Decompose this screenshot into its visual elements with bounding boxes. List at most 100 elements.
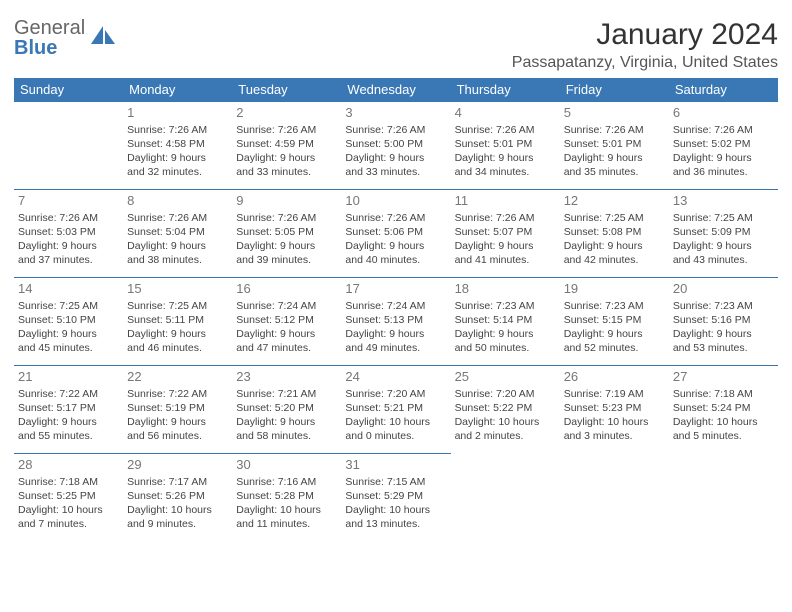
day-detail: and 47 minutes. [236,341,337,355]
sail-icon [89,24,117,53]
day-detail: and 50 minutes. [455,341,556,355]
day-detail: Daylight: 10 hours [345,503,446,517]
day-detail: Daylight: 9 hours [236,151,337,165]
day-detail: Sunrise: 7:25 AM [127,299,228,313]
day-detail: Sunset: 5:20 PM [236,401,337,415]
day-detail: Daylight: 10 hours [18,503,119,517]
day-cell: 14Sunrise: 7:25 AMSunset: 5:10 PMDayligh… [14,278,123,366]
day-detail: Sunrise: 7:26 AM [127,123,228,137]
day-cell: 31Sunrise: 7:15 AMSunset: 5:29 PMDayligh… [341,454,450,542]
day-detail: Daylight: 9 hours [18,415,119,429]
week-row: 21Sunrise: 7:22 AMSunset: 5:17 PMDayligh… [14,366,778,454]
calendar-table: SundayMondayTuesdayWednesdayThursdayFrid… [14,78,778,542]
day-detail: Daylight: 10 hours [127,503,228,517]
day-detail: Daylight: 9 hours [673,239,774,253]
day-number: 25 [455,368,556,386]
day-number: 28 [18,456,119,474]
day-cell [669,454,778,542]
day-detail: Sunset: 5:10 PM [18,313,119,327]
title-block: January 2024 Passapatanzy, Virginia, Uni… [512,18,778,72]
day-header: Saturday [669,78,778,102]
day-detail: and 45 minutes. [18,341,119,355]
day-cell: 8Sunrise: 7:26 AMSunset: 5:04 PMDaylight… [123,190,232,278]
day-cell: 25Sunrise: 7:20 AMSunset: 5:22 PMDayligh… [451,366,560,454]
day-cell: 6Sunrise: 7:26 AMSunset: 5:02 PMDaylight… [669,102,778,190]
day-detail: Sunset: 5:22 PM [455,401,556,415]
day-detail: Sunset: 5:25 PM [18,489,119,503]
day-detail: Daylight: 9 hours [127,415,228,429]
day-header: Wednesday [341,78,450,102]
day-number: 18 [455,280,556,298]
day-detail: Daylight: 9 hours [236,239,337,253]
day-cell: 18Sunrise: 7:23 AMSunset: 5:14 PMDayligh… [451,278,560,366]
day-header-row: SundayMondayTuesdayWednesdayThursdayFrid… [14,78,778,102]
day-number: 27 [673,368,774,386]
day-number: 5 [564,104,665,122]
day-number: 16 [236,280,337,298]
day-number: 26 [564,368,665,386]
day-detail: Sunset: 5:00 PM [345,137,446,151]
day-cell: 7Sunrise: 7:26 AMSunset: 5:03 PMDaylight… [14,190,123,278]
day-detail: Daylight: 9 hours [455,151,556,165]
day-number: 1 [127,104,228,122]
day-detail: and 42 minutes. [564,253,665,267]
day-header: Friday [560,78,669,102]
day-cell: 20Sunrise: 7:23 AMSunset: 5:16 PMDayligh… [669,278,778,366]
day-number: 2 [236,104,337,122]
day-cell [560,454,669,542]
day-header: Tuesday [232,78,341,102]
day-detail: and 52 minutes. [564,341,665,355]
day-detail: Daylight: 9 hours [564,327,665,341]
day-detail: Daylight: 9 hours [127,239,228,253]
day-detail: Sunrise: 7:24 AM [345,299,446,313]
day-detail: Daylight: 10 hours [236,503,337,517]
day-detail: and 34 minutes. [455,165,556,179]
day-detail: Sunrise: 7:26 AM [345,123,446,137]
day-detail: Daylight: 9 hours [236,415,337,429]
logo-text: General Blue [14,18,85,58]
day-detail: Daylight: 9 hours [455,327,556,341]
week-row: 1Sunrise: 7:26 AMSunset: 4:58 PMDaylight… [14,102,778,190]
day-number: 9 [236,192,337,210]
day-header: Sunday [14,78,123,102]
day-cell: 30Sunrise: 7:16 AMSunset: 5:28 PMDayligh… [232,454,341,542]
day-detail: Daylight: 10 hours [564,415,665,429]
day-detail: Sunrise: 7:26 AM [455,123,556,137]
day-detail: Sunset: 5:03 PM [18,225,119,239]
day-cell: 15Sunrise: 7:25 AMSunset: 5:11 PMDayligh… [123,278,232,366]
day-number: 12 [564,192,665,210]
day-detail: Sunrise: 7:23 AM [455,299,556,313]
day-number: 3 [345,104,446,122]
day-detail: Sunrise: 7:18 AM [673,387,774,401]
day-detail: and 38 minutes. [127,253,228,267]
day-detail: Sunset: 5:11 PM [127,313,228,327]
day-cell: 26Sunrise: 7:19 AMSunset: 5:23 PMDayligh… [560,366,669,454]
day-detail: Sunset: 5:15 PM [564,313,665,327]
day-cell: 17Sunrise: 7:24 AMSunset: 5:13 PMDayligh… [341,278,450,366]
day-number: 19 [564,280,665,298]
day-detail: Sunrise: 7:25 AM [673,211,774,225]
day-detail: Daylight: 9 hours [127,151,228,165]
day-detail: Daylight: 9 hours [236,327,337,341]
day-cell: 3Sunrise: 7:26 AMSunset: 5:00 PMDaylight… [341,102,450,190]
day-number: 17 [345,280,446,298]
day-detail: and 32 minutes. [127,165,228,179]
day-cell: 21Sunrise: 7:22 AMSunset: 5:17 PMDayligh… [14,366,123,454]
day-detail: and 13 minutes. [345,517,446,531]
day-cell: 22Sunrise: 7:22 AMSunset: 5:19 PMDayligh… [123,366,232,454]
day-detail: Sunset: 5:04 PM [127,225,228,239]
day-detail: and 46 minutes. [127,341,228,355]
day-detail: and 2 minutes. [455,429,556,443]
day-detail: Sunrise: 7:15 AM [345,475,446,489]
day-detail: Daylight: 9 hours [345,151,446,165]
day-detail: Sunrise: 7:26 AM [127,211,228,225]
day-detail: and 11 minutes. [236,517,337,531]
day-detail: and 43 minutes. [673,253,774,267]
day-detail: Sunset: 5:12 PM [236,313,337,327]
day-detail: and 9 minutes. [127,517,228,531]
day-detail: and 3 minutes. [564,429,665,443]
day-number: 30 [236,456,337,474]
day-detail: and 5 minutes. [673,429,774,443]
day-detail: Daylight: 9 hours [455,239,556,253]
day-detail: Sunrise: 7:25 AM [18,299,119,313]
